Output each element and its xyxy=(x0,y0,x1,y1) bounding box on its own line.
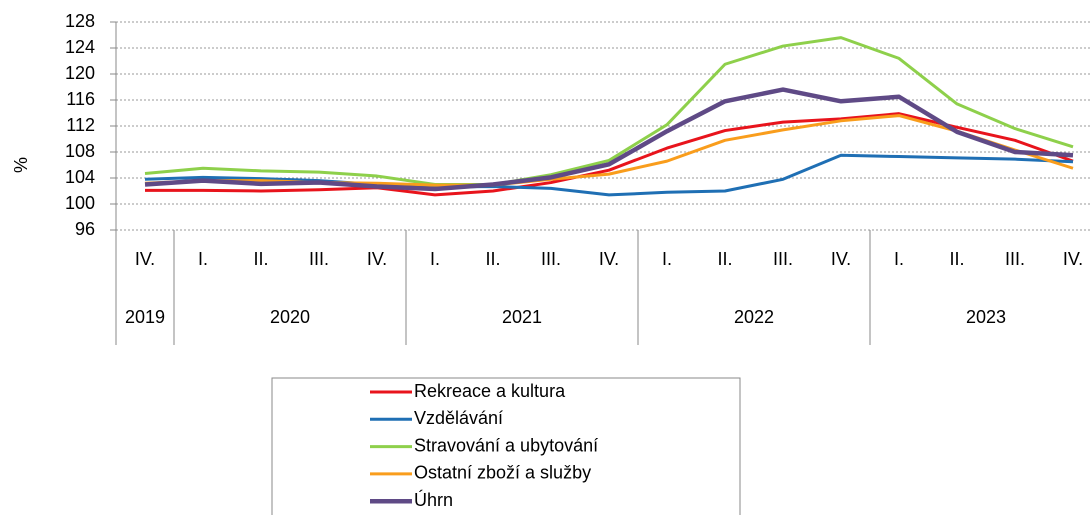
legend-label: Vzdělávání xyxy=(414,408,503,428)
x-tick-label: II. xyxy=(717,249,732,269)
y-tick-label: 116 xyxy=(66,89,95,109)
x-tick-label: II. xyxy=(485,249,500,269)
x-tick-label: I. xyxy=(894,249,904,269)
x-tick-label: IV. xyxy=(1063,249,1083,269)
x-tick-label: IV. xyxy=(135,249,155,269)
year-label: 2020 xyxy=(270,307,310,327)
y-tick-label: 96 xyxy=(75,219,95,239)
x-tick-label: III. xyxy=(541,249,561,269)
y-tick-label: 124 xyxy=(65,37,95,57)
series-line xyxy=(144,87,1074,192)
y-tick-label: 104 xyxy=(65,167,95,187)
y-tick-label: 112 xyxy=(66,115,95,135)
x-tick-label: III. xyxy=(1005,249,1025,269)
series-line xyxy=(144,36,1074,186)
legend-label: Úhrn xyxy=(414,489,453,510)
y-tick-label: 108 xyxy=(65,141,95,161)
legend-label: Ostatní zboží a služby xyxy=(414,463,591,483)
year-label: 2022 xyxy=(734,307,774,327)
x-tick-label: I. xyxy=(198,249,208,269)
x-tick-label: II. xyxy=(949,249,964,269)
series-line xyxy=(144,153,1074,197)
series-line xyxy=(145,112,1074,197)
x-tick-label: III. xyxy=(309,249,329,269)
year-label: 2023 xyxy=(966,307,1006,327)
x-tick-label: IV. xyxy=(831,249,851,269)
year-label: 2019 xyxy=(125,307,165,327)
legend-box xyxy=(271,377,741,515)
legend-label: Rekreace a kultura xyxy=(414,381,566,401)
x-tick-label: I. xyxy=(662,249,672,269)
legend-label: Stravování a ubytování xyxy=(414,435,598,455)
x-tick-label: II. xyxy=(253,249,268,269)
y-tick-label: 128 xyxy=(65,11,95,31)
y-axis-label: % xyxy=(11,157,31,173)
x-tick-label: I. xyxy=(430,249,440,269)
x-tick-label: IV. xyxy=(367,249,387,269)
year-label: 2021 xyxy=(502,307,542,327)
y-tick-label: 120 xyxy=(65,63,95,83)
x-tick-label: IV. xyxy=(599,249,619,269)
x-tick-label: III. xyxy=(773,249,793,269)
y-tick-label: 100 xyxy=(65,193,95,213)
